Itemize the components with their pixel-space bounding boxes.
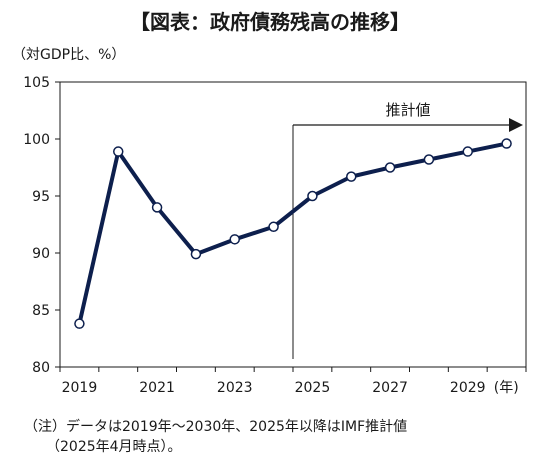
y-tick-label: 95 [32,189,50,205]
y-tick-label: 100 [23,132,50,148]
data-point [307,190,318,202]
data-point [346,171,357,182]
y-tick-label: 80 [32,360,50,376]
data-point [384,162,396,173]
y-tick-label: 90 [32,246,50,262]
data-point [268,221,279,233]
series-line [77,141,507,325]
y-axis-ticks: 80 85 90 95 100 105 [23,75,60,376]
x-axis-unit-label: (年) [494,380,519,396]
series-layer [74,138,512,329]
forecast-label: 推計値 [385,101,430,119]
line-chart: 80 85 90 95 100 105 2019 2021 2023 2025 2027 2029 (… [23,75,527,396]
data-point [151,202,163,213]
forecast-annotation: 推計値 [292,101,523,359]
data-point [423,154,435,165]
forecast-arrowhead [509,118,523,132]
data-point [190,248,202,260]
x-tick-label: 2019 [62,380,98,396]
chart-title: 【図表：政府債務残高の推移】 [130,10,410,34]
y-tick-label: 85 [32,303,50,319]
data-point [462,146,473,157]
x-tick-label: 2029 [450,380,486,396]
x-axis-ticks: 2019 2021 2023 2025 2027 2029 (年) [59,367,527,396]
plot-frame [59,81,527,368]
x-tick-label: 2025 [295,380,331,396]
data-point [74,318,85,329]
data-point [501,138,512,149]
footnote-line-1: （注）データは2019年～2030年、2025年以降はIMF推計値 [24,419,408,435]
data-point [113,146,124,157]
data-point [229,234,240,245]
x-tick-label: 2021 [139,380,175,396]
y-axis-unit-label: （対GDP比、%） [12,47,126,63]
footnote-line-2: （2025年4月時点）。 [46,439,182,455]
y-tick-label: 105 [23,75,50,91]
x-tick-label: 2027 [372,380,408,396]
x-tick-label: 2023 [217,380,253,396]
